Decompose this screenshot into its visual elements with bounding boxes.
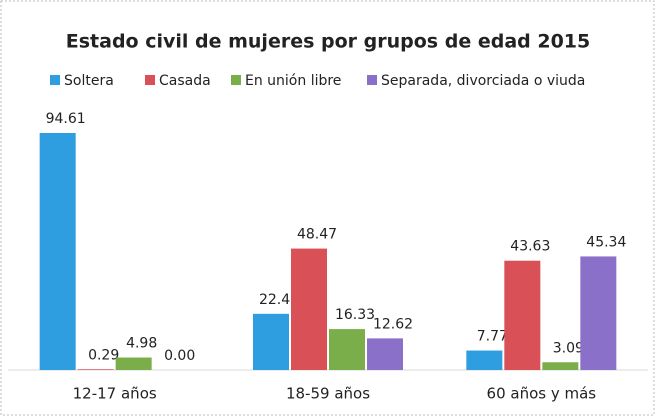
x-tick-label: 12-17 años <box>73 385 157 403</box>
x-tick-label: 18-59 años <box>286 385 370 403</box>
data-label: 12.62 <box>373 316 413 332</box>
legend-swatch <box>231 75 241 85</box>
data-label: 4.98 <box>126 336 157 352</box>
bar <box>115 357 152 370</box>
bar <box>329 329 365 370</box>
legend-label: Separada, divorciada o viuda <box>381 73 585 89</box>
bar <box>77 369 114 370</box>
data-label: 0.29 <box>88 347 119 363</box>
bar <box>580 256 617 370</box>
legend-label: Soltera <box>64 73 114 89</box>
x-tick-label: 60 años y más <box>487 385 597 403</box>
data-label: 16.33 <box>335 307 375 323</box>
data-label: 45.34 <box>586 234 626 250</box>
data-label: 94.61 <box>46 111 86 127</box>
legend-swatch <box>50 75 60 85</box>
bar <box>466 350 503 370</box>
data-label: 0.00 <box>164 348 195 364</box>
bar <box>253 313 289 370</box>
data-label: 43.63 <box>510 239 550 255</box>
legend-label: Casada <box>159 73 211 89</box>
bar <box>504 260 541 370</box>
legend-label: En unión libre <box>245 73 341 89</box>
bar <box>39 133 76 370</box>
legend-swatch <box>367 75 377 85</box>
bar <box>367 338 403 370</box>
legend-swatch <box>145 75 155 85</box>
bar <box>542 362 579 370</box>
chart-title: Estado civil de mujeres por grupos de ed… <box>66 31 591 53</box>
data-label: 3.09 <box>553 340 584 356</box>
data-label: 7.77 <box>477 329 508 345</box>
data-label: 48.47 <box>297 227 337 243</box>
bar <box>291 248 327 370</box>
data-label: 22.43 <box>259 292 299 308</box>
